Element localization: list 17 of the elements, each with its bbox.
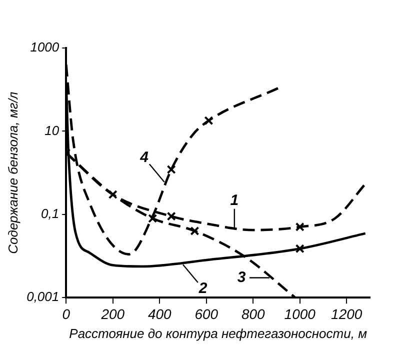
y-tick-label: 10 [44,122,60,138]
x-tick-label: 1000 [284,306,316,322]
annotation: 3 [237,268,246,286]
y-tick-label: 0,1 [41,206,60,222]
annotation: 1 [230,192,239,209]
annotation: 2 [198,280,208,297]
x-tick-label: 1200 [331,306,362,322]
y-axis-title: Содержание бензола, мг/л [5,91,20,254]
y-tick-label: 0,001 [26,289,60,304]
x-axis-title: Расстояние до контура нефтегазоносности, м [69,326,368,341]
x-tick-label: 0 [62,306,70,322]
x-tick-label: 800 [241,306,266,322]
x-tick-label: 200 [100,306,125,322]
y-tick-label: 1000 [30,40,60,55]
x-tick-label: 400 [148,306,172,322]
x-tick-label: 600 [194,306,218,322]
annotation: 4 [139,149,150,166]
